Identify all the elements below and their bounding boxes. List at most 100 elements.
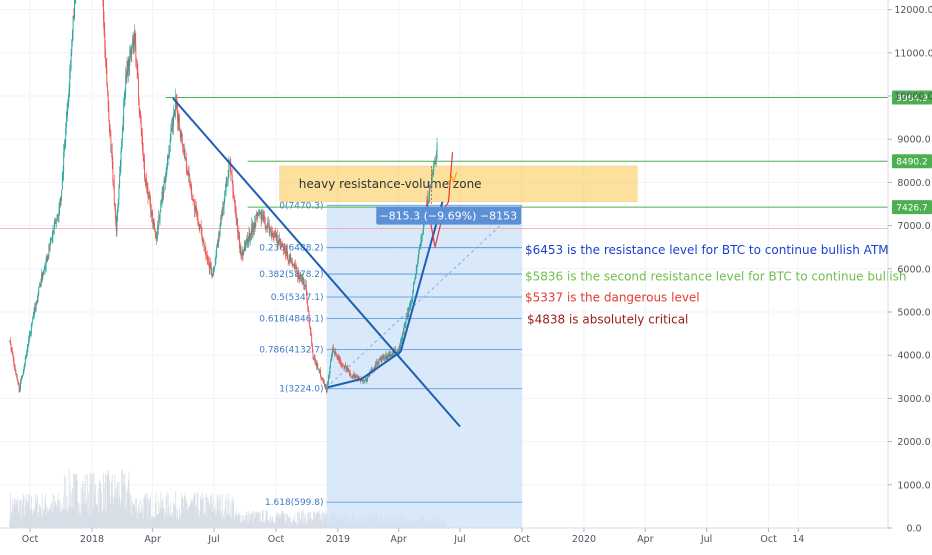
candle-body <box>432 174 434 175</box>
candle-body <box>410 301 412 306</box>
level-price-tag <box>892 200 932 215</box>
volume-bar <box>230 502 232 528</box>
volume-bar <box>31 510 33 528</box>
candle-body <box>299 274 301 278</box>
candle-body <box>409 305 411 307</box>
volume-bar <box>140 511 142 528</box>
candle-body <box>222 207 224 209</box>
candle-body <box>136 59 137 61</box>
candle-body <box>322 378 324 383</box>
candle-body <box>313 356 315 359</box>
volume-bar <box>50 504 52 528</box>
volume-bar <box>180 513 182 528</box>
volume-bar <box>76 480 78 528</box>
candle-body <box>204 246 206 253</box>
candle-body <box>50 239 52 242</box>
candle-body <box>146 178 148 187</box>
volume-bar <box>78 503 80 528</box>
candle-body <box>197 213 199 224</box>
candle-body <box>427 201 429 202</box>
candle-body <box>185 157 187 160</box>
candle-body <box>351 376 353 378</box>
volume-bar <box>122 486 124 528</box>
candle-body <box>15 369 17 375</box>
candle-body <box>346 366 348 372</box>
candle-body <box>57 214 59 217</box>
candle-body <box>274 233 276 234</box>
volume-bar <box>300 518 302 528</box>
candle-body <box>282 245 284 247</box>
candle-body <box>253 228 255 230</box>
volume-bar <box>202 492 204 528</box>
candle-body <box>392 352 394 357</box>
volume-bar <box>317 512 319 528</box>
volume-bar <box>61 510 63 528</box>
candle-body <box>344 365 346 369</box>
volume-bar <box>149 499 151 528</box>
candle-body <box>18 384 20 392</box>
candle-body <box>53 230 55 232</box>
volume-bar <box>166 492 168 528</box>
candle-body <box>417 255 419 265</box>
volume-bar <box>268 521 270 528</box>
volume-bar <box>125 485 127 528</box>
candle-body <box>390 354 392 356</box>
volume-bar <box>245 514 247 528</box>
volume-bar <box>216 494 218 528</box>
volume-bar <box>120 500 122 528</box>
volume-bar <box>42 518 44 528</box>
volume-bar <box>292 518 294 528</box>
candle-body <box>368 375 370 377</box>
candle-body <box>177 110 179 122</box>
volume-bar <box>154 502 156 528</box>
volume-bar <box>67 510 69 528</box>
candle-body <box>35 301 37 311</box>
candle-body <box>12 351 13 354</box>
candle-body <box>297 272 298 277</box>
volume-bar <box>205 516 207 528</box>
annotation-text: $4838 is absolutely critical <box>527 312 688 326</box>
volume-bar <box>98 479 100 528</box>
candle-body <box>423 224 425 230</box>
candle-body <box>20 380 22 389</box>
candle-body <box>356 377 358 378</box>
candle-body <box>397 350 399 352</box>
volume-bar <box>90 485 92 528</box>
candle-body <box>29 334 31 335</box>
candle-body <box>64 143 66 144</box>
volume-bar <box>189 505 191 528</box>
fibonacci-level-label: 0.236(6488.2) <box>259 244 323 254</box>
volume-bar <box>113 503 115 528</box>
volume-bar <box>16 501 18 528</box>
candle-body <box>205 252 207 256</box>
candle-body <box>56 217 58 220</box>
volume-bar <box>235 510 237 528</box>
candle-body <box>257 212 259 216</box>
candle-body <box>33 310 35 317</box>
volume-bar <box>257 513 259 528</box>
volume-bar <box>317 513 319 528</box>
candle-body <box>103 20 105 34</box>
volume-bar <box>160 491 162 528</box>
candle-body <box>158 217 160 228</box>
volume-bar <box>174 506 176 528</box>
volume-bar <box>314 514 316 528</box>
candle-body <box>316 363 318 367</box>
candle-body <box>167 156 168 168</box>
candle-body <box>307 302 309 307</box>
candle-body <box>135 43 137 60</box>
candle-body <box>330 361 332 368</box>
candle-body <box>325 384 327 388</box>
candle-body <box>315 362 317 364</box>
candle-body <box>200 226 202 229</box>
candle-body <box>176 102 178 111</box>
candle-body <box>175 97 177 103</box>
volume-bar <box>311 517 313 528</box>
price-axis[interactable]: 12000.0 11000.0 10000.0 9000.0 8000.0 7000.0 6… <box>887 0 932 535</box>
candle-body <box>246 238 248 242</box>
volume-bar <box>45 505 47 528</box>
volume-bar <box>27 503 29 528</box>
time-axis[interactable]: Oct 2018 Apr Jul Oct 2019 Apr Jul Oct 2020 Apr Jul O… <box>0 527 888 545</box>
